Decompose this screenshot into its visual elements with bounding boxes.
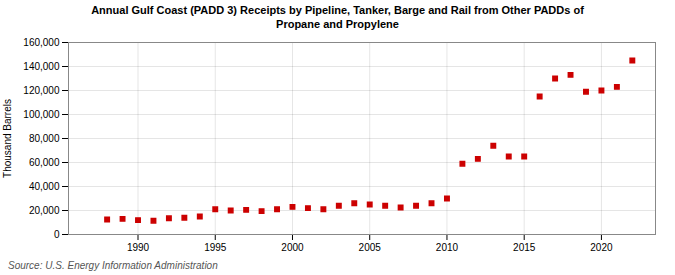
svg-text:40,000: 40,000	[29, 180, 60, 191]
svg-text:60,000: 60,000	[29, 156, 60, 167]
html-text:Annual Gulf Coast (PADD 3) Rec: Annual Gulf Coast (PADD 3) Receipts by P…	[91, 4, 584, 30]
svg-text:2005: 2005	[359, 241, 382, 252]
svg-text:20,000: 20,000	[29, 204, 60, 215]
svg-text:2010: 2010	[436, 241, 459, 252]
svg-text:140,000: 140,000	[23, 60, 60, 71]
html-text:Source: U.S. Energy Informatio: Source: U.S. Energy Information Administ…	[8, 259, 218, 271]
svg-text:2015: 2015	[513, 241, 536, 252]
svg-text:2020: 2020	[590, 241, 613, 252]
svg-text:120,000: 120,000	[23, 84, 60, 95]
svg-text:1990: 1990	[127, 241, 150, 252]
svg-text:80,000: 80,000	[29, 132, 60, 143]
svg-text:2000: 2000	[281, 241, 304, 252]
svg-text:Thousand Barrels: Thousand Barrels	[2, 99, 13, 178]
svg-text:0: 0	[54, 228, 60, 239]
svg-text:100,000: 100,000	[23, 108, 60, 119]
svg-text:160,000: 160,000	[23, 36, 60, 47]
svg-text:1995: 1995	[204, 241, 227, 252]
